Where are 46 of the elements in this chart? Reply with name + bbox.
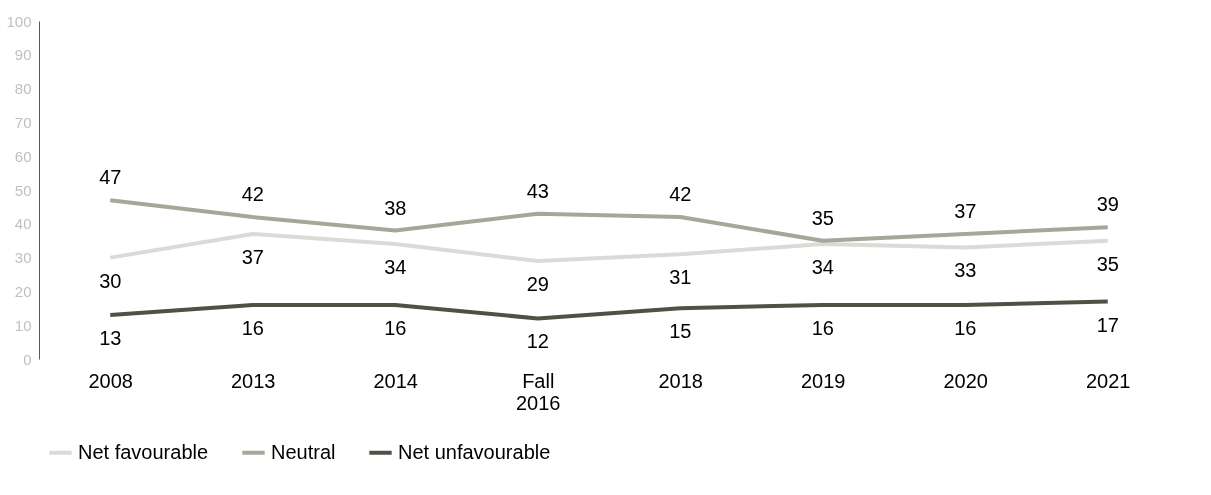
y-tick-label: 30 bbox=[14, 249, 32, 267]
y-tick-label: 100 bbox=[6, 12, 32, 30]
y-tick-label: 40 bbox=[14, 215, 32, 233]
data-label: 39 bbox=[1096, 193, 1119, 216]
y-tick-label: 90 bbox=[14, 46, 32, 64]
data-label: 29 bbox=[526, 272, 549, 295]
y-tick-label: 80 bbox=[14, 80, 32, 98]
data-label: 16 bbox=[241, 316, 264, 339]
data-label: 35 bbox=[1096, 252, 1119, 275]
data-label: 47 bbox=[99, 166, 122, 189]
data-label: 31 bbox=[669, 266, 692, 289]
data-label: 16 bbox=[811, 316, 834, 339]
data-label: 35 bbox=[811, 206, 834, 229]
y-tick-label: 10 bbox=[14, 316, 32, 334]
data-label: 34 bbox=[384, 256, 407, 279]
legend-label: Net favourable bbox=[78, 440, 209, 463]
data-label: 33 bbox=[954, 259, 977, 282]
x-tick-label: 2021 bbox=[1086, 369, 1131, 392]
x-tick-label: 2019 bbox=[801, 369, 846, 392]
x-tick-label: 2020 bbox=[943, 369, 988, 392]
x-tick-label: Fall 2016 bbox=[516, 369, 561, 414]
data-label: 15 bbox=[669, 320, 692, 343]
data-label: 34 bbox=[811, 256, 834, 279]
data-label: 16 bbox=[954, 316, 977, 339]
legend-label: Net unfavourable bbox=[398, 440, 551, 463]
y-tick-label: 60 bbox=[14, 147, 32, 165]
y-tick-label: 20 bbox=[14, 282, 32, 300]
data-label: 43 bbox=[526, 179, 549, 202]
y-tick-label: 0 bbox=[23, 350, 32, 368]
data-label: 37 bbox=[241, 245, 264, 268]
x-tick-label: 2013 bbox=[231, 369, 276, 392]
data-label: 13 bbox=[99, 327, 122, 350]
x-tick-label: 2014 bbox=[373, 369, 418, 392]
data-label: 16 bbox=[384, 316, 407, 339]
data-label: 38 bbox=[384, 196, 407, 219]
x-tick-label: 2008 bbox=[88, 369, 133, 392]
data-label: 30 bbox=[99, 269, 122, 292]
y-tick-label: 70 bbox=[14, 113, 32, 131]
data-label: 42 bbox=[669, 183, 692, 206]
data-label: 42 bbox=[241, 183, 264, 206]
data-label: 37 bbox=[954, 199, 977, 222]
data-label: 12 bbox=[526, 330, 549, 353]
x-tick-label: 2018 bbox=[658, 369, 703, 392]
data-label: 17 bbox=[1096, 313, 1119, 336]
y-tick-label: 50 bbox=[14, 181, 32, 199]
legend-label: Neutral bbox=[271, 440, 336, 463]
